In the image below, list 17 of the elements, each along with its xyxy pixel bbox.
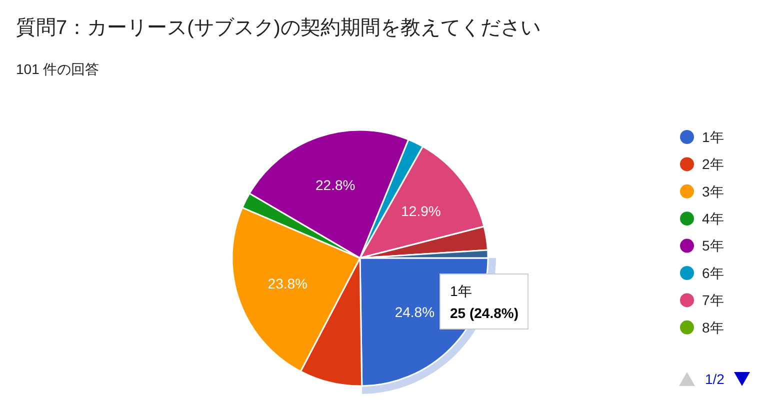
text: 25 (24.8%) — [450, 305, 518, 321]
data-label: 12.9% — [401, 203, 441, 220]
legend-label: 2年 — [702, 156, 724, 172]
chart-title: 質問7：カーリース(サブスク)の契約期間を教えてください — [16, 17, 540, 39]
text: 1年 — [450, 283, 472, 299]
legend-label: 7年 — [702, 292, 724, 308]
legend-label: 4年 — [702, 210, 724, 226]
legend-label: 1年 — [702, 128, 724, 145]
data-label: 22.8% — [316, 177, 356, 194]
legend-label: 6年 — [702, 264, 724, 281]
legend-label: 3年 — [702, 183, 724, 200]
data-label: 24.8% — [394, 304, 435, 320]
text: 1/2 — [705, 371, 725, 387]
legend-label: 8年 — [702, 319, 724, 336]
data-label: 23.8% — [268, 276, 308, 292]
text: 101 件の回答 — [16, 61, 100, 77]
legend-label: 5年 — [702, 238, 724, 254]
